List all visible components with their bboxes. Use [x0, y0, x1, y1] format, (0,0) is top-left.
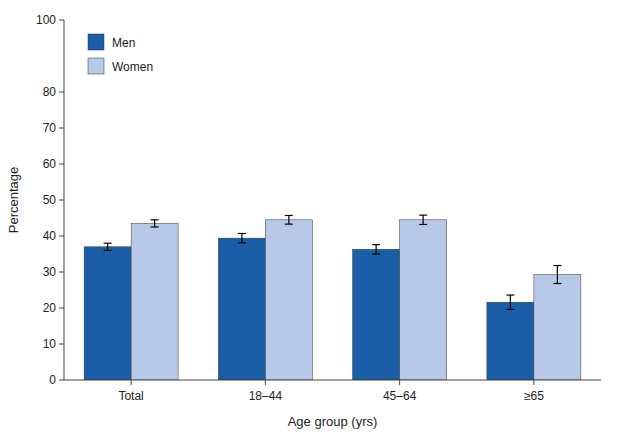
- bar: [218, 238, 265, 380]
- error-line: [423, 215, 424, 224]
- y-tick: [59, 380, 64, 381]
- y-tick-label: 0: [49, 373, 56, 387]
- error-cap: [238, 233, 246, 234]
- legend-label: Men: [112, 36, 135, 50]
- y-tick-label: 20: [43, 301, 57, 315]
- error-bars: [104, 215, 562, 309]
- y-tick-label: 10: [43, 337, 57, 351]
- y-tick: [59, 128, 64, 129]
- y-tick: [59, 272, 64, 273]
- y-tick-label: 60: [43, 157, 57, 171]
- y-tick-label: 80: [43, 85, 57, 99]
- chart-container: 0 10 20 30 40 50 60 70 80 100 Total 18–44 45–64 ≥65 Ag…: [0, 0, 617, 438]
- bar: [84, 247, 131, 380]
- bar: [131, 223, 178, 380]
- y-tick: [59, 344, 64, 345]
- bar: [534, 275, 581, 380]
- error-cap: [506, 309, 514, 310]
- error-bar: [238, 233, 246, 242]
- error-line: [241, 233, 242, 242]
- error-cap: [506, 294, 514, 295]
- legend-label: Women: [112, 60, 153, 74]
- error-cap: [372, 244, 380, 245]
- error-cap: [104, 250, 112, 251]
- error-bar: [151, 220, 159, 227]
- legend-swatch: [88, 34, 104, 50]
- x-axis-line: [64, 380, 601, 381]
- y-tick: [59, 92, 64, 93]
- x-tick: [131, 380, 132, 385]
- error-cap: [238, 242, 246, 243]
- error-bar: [372, 245, 380, 254]
- error-cap: [372, 253, 380, 254]
- bar: [353, 249, 400, 380]
- y-tick-label: 100: [36, 13, 56, 27]
- x-tick: [533, 380, 534, 385]
- error-bar: [419, 215, 427, 224]
- error-cap: [419, 224, 427, 225]
- error-cap: [553, 265, 561, 266]
- x-tick-label: 45–64: [383, 389, 417, 403]
- error-cap: [285, 224, 293, 225]
- error-line: [107, 243, 108, 250]
- chart-svg: 0 10 20 30 40 50 60 70 80 100 Total 18–44 45–64 ≥65 Ag…: [0, 0, 617, 438]
- x-tick: [265, 380, 266, 385]
- x-tick-label: ≥65: [524, 389, 544, 403]
- y-tick-label: 30: [43, 265, 57, 279]
- bar: [265, 220, 312, 380]
- y-axis: 0 10 20 30 40 50 60 70 80 100: [36, 13, 64, 387]
- error-line: [288, 215, 289, 224]
- y-tick: [59, 200, 64, 201]
- error-cap: [285, 215, 293, 216]
- y-tick: [59, 308, 64, 309]
- error-line: [557, 266, 558, 284]
- x-axis: Total 18–44 45–64 ≥65: [64, 380, 601, 403]
- x-axis-label: Age group (yrs): [288, 414, 378, 429]
- y-tick-label: 70: [43, 121, 57, 135]
- error-bar: [506, 295, 514, 309]
- error-cap: [419, 215, 427, 216]
- error-line: [376, 245, 377, 254]
- y-axis-label: Percentage: [6, 167, 21, 234]
- legend: Men Women: [88, 34, 153, 74]
- x-tick: [399, 380, 400, 385]
- x-tick-label: 18–44: [249, 389, 283, 403]
- y-tick: [59, 236, 64, 237]
- legend-swatch: [88, 58, 104, 74]
- x-tick-label: Total: [118, 389, 143, 403]
- y-tick-label: 40: [43, 229, 57, 243]
- error-cap: [151, 226, 159, 227]
- error-cap: [553, 283, 561, 284]
- bar: [400, 220, 447, 380]
- error-bar: [553, 266, 561, 284]
- y-tick: [59, 164, 64, 165]
- error-cap: [151, 219, 159, 220]
- bar: [487, 302, 534, 380]
- error-cap: [104, 243, 112, 244]
- error-bar: [285, 215, 293, 224]
- y-tick: [59, 20, 64, 21]
- error-line: [154, 220, 155, 227]
- error-bar: [104, 243, 112, 250]
- y-tick-label: 50: [43, 193, 57, 207]
- error-line: [510, 295, 511, 309]
- y-axis-line: [64, 20, 65, 380]
- bars: [84, 220, 581, 380]
